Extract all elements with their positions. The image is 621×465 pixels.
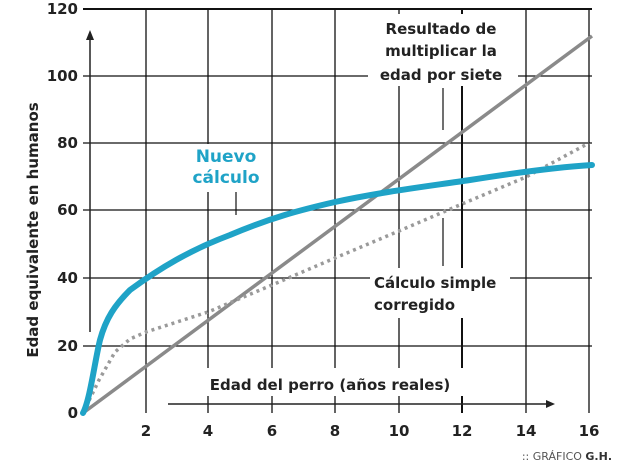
y-tick-40: 40 [57,269,78,287]
leader-lines [235,88,444,266]
annotation-nuevo-line1: Nuevo [196,147,257,167]
y-axis-arrow [86,30,94,332]
x-tick-2: 2 [141,422,151,440]
credit-bold: G.H. [585,450,612,463]
annotation-multiply-seven: Resultado de multiplicar la edad por sie… [380,20,502,84]
y-tick-20: 20 [57,337,78,355]
annotation-nuevo-calculo: Nuevo cálculo [192,147,259,188]
y-axis-label: Edad equivalente en humanos [24,102,42,357]
x-axis-arrow [168,400,555,408]
series-multiply-by-seven [81,34,594,415]
x-tick-16: 16 [579,422,600,440]
grid-vertical [145,9,590,413]
annotation-nuevo-line2: cálculo [192,168,259,188]
x-tick-8: 8 [330,422,340,440]
y-tick-100: 100 [47,67,78,85]
y-tick-0: 0 [68,404,78,422]
series-nuevo-calculo [80,162,595,416]
x-tick-14: 14 [516,422,537,440]
annotation-mult-line3: edad por siete [380,66,502,84]
series-simple-corrected [81,141,590,414]
x-tick-4: 4 [203,422,213,440]
annotation-mult-line1: Resultado de [386,20,497,38]
x-tick-labels: 2 4 6 8 10 12 14 16 [141,422,600,440]
y-tick-60: 60 [57,201,78,219]
x-tick-10: 10 [389,422,410,440]
x-tick-6: 6 [267,422,277,440]
credit-prefix: :: GRÁFICO [522,450,586,463]
x-tick-12: 12 [452,422,473,440]
annotation-simple-line2: corregido [374,296,455,314]
x-axis-label: Edad del perro (años reales) [210,376,450,394]
annotation-mult-line2: multiplicar la [385,42,497,60]
annotation-simple-line1: Cálculo simple [374,274,496,292]
y-tick-labels: 120 100 80 60 40 20 0 [47,0,78,422]
credit-text: :: GRÁFICO G.H. [522,450,612,463]
annotation-simple-corrected: Cálculo simple corregido [374,274,496,314]
y-tick-120: 120 [47,0,78,18]
grid-horizontal [83,8,592,347]
y-tick-80: 80 [57,134,78,152]
